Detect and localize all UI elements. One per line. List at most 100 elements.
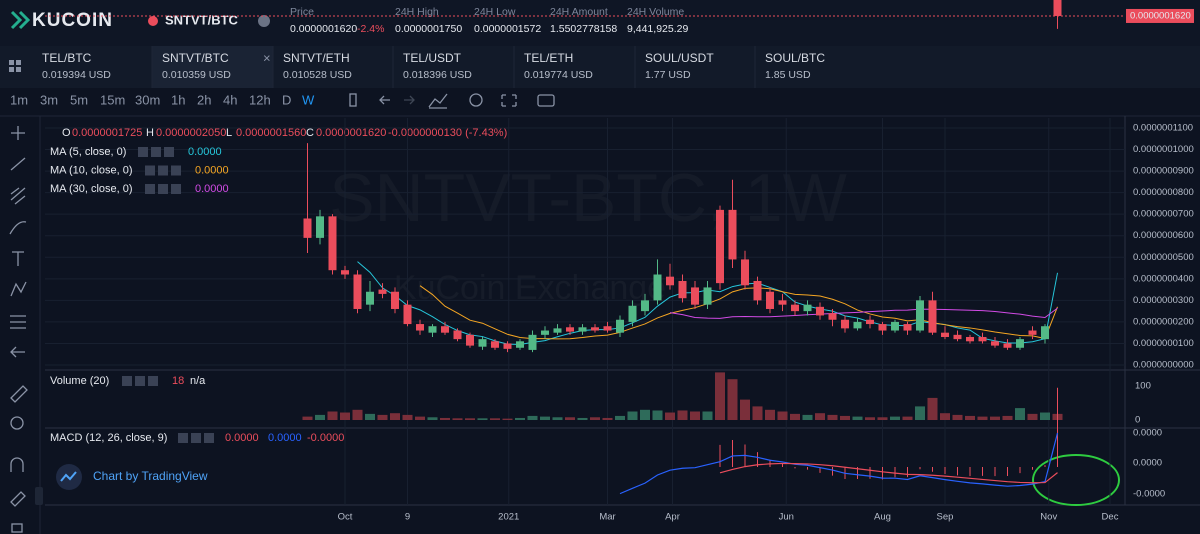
tab-name[interactable]: SNTVT/ETH — [283, 51, 350, 65]
lock-tool[interactable] — [11, 523, 23, 533]
cross-tool[interactable] — [11, 126, 25, 140]
macd-axis-label: 0.0000 — [1133, 428, 1162, 439]
legend-button[interactable] — [122, 376, 132, 386]
volume-bar — [652, 410, 663, 420]
y-tick-label: 0.0000000500 — [1133, 252, 1194, 263]
info-icon[interactable] — [258, 15, 270, 27]
volume-bar — [827, 414, 838, 420]
undo-icon[interactable] — [379, 95, 390, 105]
volume-bar — [415, 416, 425, 420]
tab-price: 0.019774 USD — [524, 69, 593, 81]
legend-button[interactable] — [158, 184, 168, 194]
y-tick-label: 0.0000000100 — [1133, 338, 1194, 349]
candle-icon[interactable] — [349, 93, 357, 107]
legend-button[interactable] — [151, 147, 161, 157]
fullscreen-icon[interactable] — [501, 94, 517, 107]
indicator-icon[interactable] — [428, 93, 448, 109]
legend-button[interactable] — [164, 147, 174, 157]
legend-change: -0.0000000130 (-7.43%) — [388, 127, 507, 139]
y-tick-label: 0.0000000200 — [1133, 316, 1194, 327]
tab-name[interactable]: SOUL/BTC — [765, 51, 825, 65]
brush-tool[interactable] — [9, 221, 27, 235]
candle-body — [941, 332, 949, 337]
volume-bar — [752, 406, 763, 420]
ma-legend: MA (10, close, 0) — [50, 164, 133, 176]
credit[interactable]: Chart by TradingView — [56, 464, 208, 490]
annotation-circle — [1032, 454, 1120, 506]
legend-button[interactable] — [145, 165, 155, 176]
interval[interactable]: 2h — [197, 92, 211, 107]
candle-body — [503, 343, 512, 349]
macd-line — [619, 432, 1059, 495]
tab-close[interactable]: × — [263, 50, 271, 65]
interval[interactable]: 4h — [223, 92, 237, 107]
volume-bar — [1002, 415, 1013, 420]
pair-name[interactable]: SNTVT/BTC — [165, 12, 239, 27]
legend-button[interactable] — [138, 147, 148, 157]
ma-value: 0.0000 — [195, 183, 229, 195]
line-tool[interactable] — [10, 157, 26, 171]
interval[interactable]: 30m — [135, 92, 160, 107]
pattern-tool[interactable] — [10, 281, 27, 297]
logo[interactable]: KUCOIN — [10, 10, 113, 31]
zoom-tool[interactable] — [10, 416, 24, 430]
candle-body — [416, 324, 424, 331]
legend-button[interactable] — [135, 376, 145, 386]
tab-name[interactable]: TEL/BTC — [42, 51, 92, 65]
candle-body — [316, 216, 324, 238]
collapse-button[interactable] — [35, 487, 43, 505]
volume-bar — [640, 409, 650, 420]
tab-name[interactable]: SNTVT/BTC — [162, 51, 229, 65]
icon-part — [16, 67, 21, 72]
x-tick-label: Mar — [599, 512, 615, 523]
settings-icon[interactable] — [469, 93, 483, 107]
tab-name[interactable]: TEL/USDT — [403, 51, 462, 65]
candle-body — [303, 218, 312, 238]
volume-bar — [952, 414, 963, 420]
grid-icon[interactable] — [9, 60, 21, 72]
y-tick-label: 0.0000000600 — [1133, 230, 1194, 241]
stat-value: 0.0000001620 — [290, 23, 357, 35]
text-tool[interactable] — [12, 251, 24, 266]
volume-bar — [1040, 412, 1050, 420]
tab-name[interactable]: TEL/ETH — [524, 51, 573, 65]
pen-tool[interactable] — [10, 491, 26, 507]
magnet-tool[interactable] — [10, 457, 24, 472]
interval[interactable]: 15m — [100, 92, 125, 107]
volume-bar — [902, 416, 913, 420]
candle-body — [1003, 343, 1012, 348]
redo-icon[interactable] — [404, 95, 415, 105]
volume-bar — [852, 416, 863, 420]
interval[interactable]: 3m — [40, 92, 58, 107]
x-tick-label: Jun — [779, 512, 794, 523]
ma-value: 0.0000 — [195, 164, 229, 176]
fib-tool[interactable] — [10, 187, 26, 205]
candle-body — [666, 276, 674, 286]
legend-button[interactable] — [191, 433, 201, 443]
toolbar-icons — [349, 93, 555, 109]
volume-bar — [577, 417, 588, 420]
legend-button[interactable] — [148, 376, 158, 386]
interval[interactable]: 1m — [10, 92, 28, 107]
legend-button[interactable] — [158, 165, 168, 176]
legend-button[interactable] — [171, 184, 181, 194]
back-tool[interactable] — [10, 346, 25, 358]
logo-icon — [10, 10, 31, 30]
legend-button[interactable] — [178, 433, 188, 443]
ruler-tool[interactable] — [10, 385, 28, 403]
candle-body — [841, 319, 849, 329]
legend-button[interactable] — [171, 165, 181, 176]
interval[interactable]: 1h — [171, 92, 185, 107]
prediction-tool[interactable] — [10, 315, 26, 329]
volume-bar — [540, 416, 550, 420]
legend-button[interactable] — [145, 184, 155, 194]
legend-button[interactable] — [204, 433, 214, 443]
interval[interactable]: D — [282, 92, 291, 107]
ma-legend: MA (30, close, 0) — [50, 183, 133, 195]
interval[interactable]: W — [302, 92, 315, 107]
interval[interactable]: 5m — [70, 92, 88, 107]
camera-icon[interactable] — [537, 94, 555, 107]
interval[interactable]: 12h — [249, 92, 271, 107]
tab-name[interactable]: SOUL/USDT — [645, 51, 714, 65]
candle-body — [716, 209, 724, 284]
